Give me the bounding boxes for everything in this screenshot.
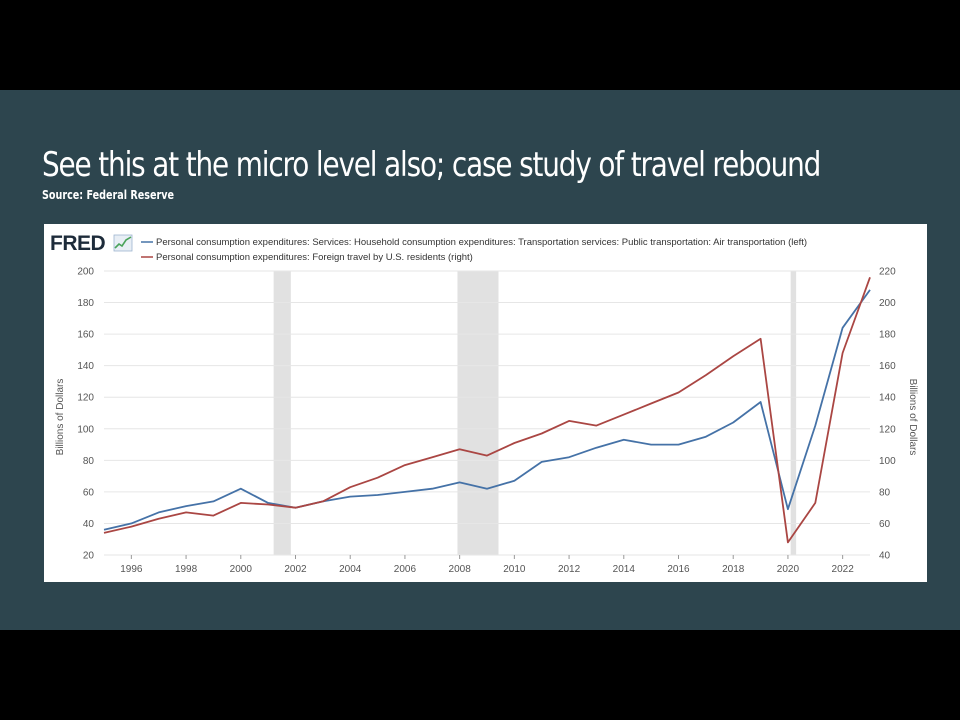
fred-logo: FRED [50,232,106,255]
right-tick-label: 100 [879,456,896,467]
left-axis-title: Billions of Dollars [55,379,66,456]
fred-brand: FRED [50,232,133,255]
line-chart-icon [113,234,133,252]
right-tick-label: 200 [879,298,896,309]
foreign-travel-line [103,276,871,544]
right-axis-title: Billions of Dollars [907,379,918,456]
left-tick-label: 120 [77,393,94,404]
recession-band [273,271,291,555]
x-tick-label: 1996 [120,564,143,575]
x-tick-label: 2002 [284,564,307,575]
air-transportation-line [103,289,871,531]
slide-title: See this at the micro level also; case s… [42,145,821,185]
left-tick-label: 160 [77,330,94,341]
left-tick-label: 180 [77,298,94,309]
x-tick-label: 2000 [230,564,253,575]
legend-label-foreign: Personal consumption expenditures: Forei… [156,252,473,263]
left-tick-label: 40 [83,519,95,530]
legend: Personal consumption expenditures: Servi… [141,237,807,263]
x-tick-label: 2020 [777,564,800,575]
x-tick-label: 2012 [558,564,581,575]
right-tick-label: 140 [879,393,896,404]
right-tick-label: 120 [879,424,896,435]
slide: See this at the micro level also; case s… [0,90,960,630]
x-tick-label: 2004 [339,564,362,575]
x-tick-label: 1998 [175,564,198,575]
recession-band [790,271,797,555]
slide-source: Source: Federal Reserve [42,188,174,202]
left-tick-label: 100 [77,424,94,435]
left-axis-ticks: 20 40 60 80 100 120 140 160 180 200 [77,267,94,562]
x-tick-label: 2022 [832,564,855,575]
left-tick-label: 80 [83,456,95,467]
left-tick-label: 140 [77,361,94,372]
x-tick-label: 2016 [667,564,690,575]
recession-band [457,271,499,555]
x-tick-label: 2008 [449,564,472,575]
right-tick-label: 40 [879,551,891,562]
gridlines [104,270,870,556]
x-axis-ticks: 1996 1998 2000 2002 2004 2006 2008 2010 2012 2014… [120,555,854,575]
left-tick-label: 20 [83,551,95,562]
right-tick-label: 220 [879,267,896,278]
recession-bands [273,271,797,555]
x-tick-label: 2018 [722,564,745,575]
right-axis-ticks: 40 60 80 100 120 140 160 180 200 220 [879,267,896,562]
fred-chart: FRED Personal consumption expenditures: … [50,232,918,575]
x-tick-label: 2006 [394,564,417,575]
x-tick-label: 2014 [613,564,636,575]
right-tick-label: 80 [879,487,891,498]
right-tick-label: 160 [879,361,896,372]
right-tick-label: 180 [879,330,896,341]
chart-panel: FRED Personal consumption expenditures: … [44,224,927,582]
left-tick-label: 200 [77,267,94,278]
legend-label-air: Personal consumption expenditures: Servi… [156,237,807,248]
x-tick-label: 2010 [503,564,526,575]
series-lines [103,276,871,544]
left-tick-label: 60 [83,487,95,498]
right-tick-label: 60 [879,519,891,530]
